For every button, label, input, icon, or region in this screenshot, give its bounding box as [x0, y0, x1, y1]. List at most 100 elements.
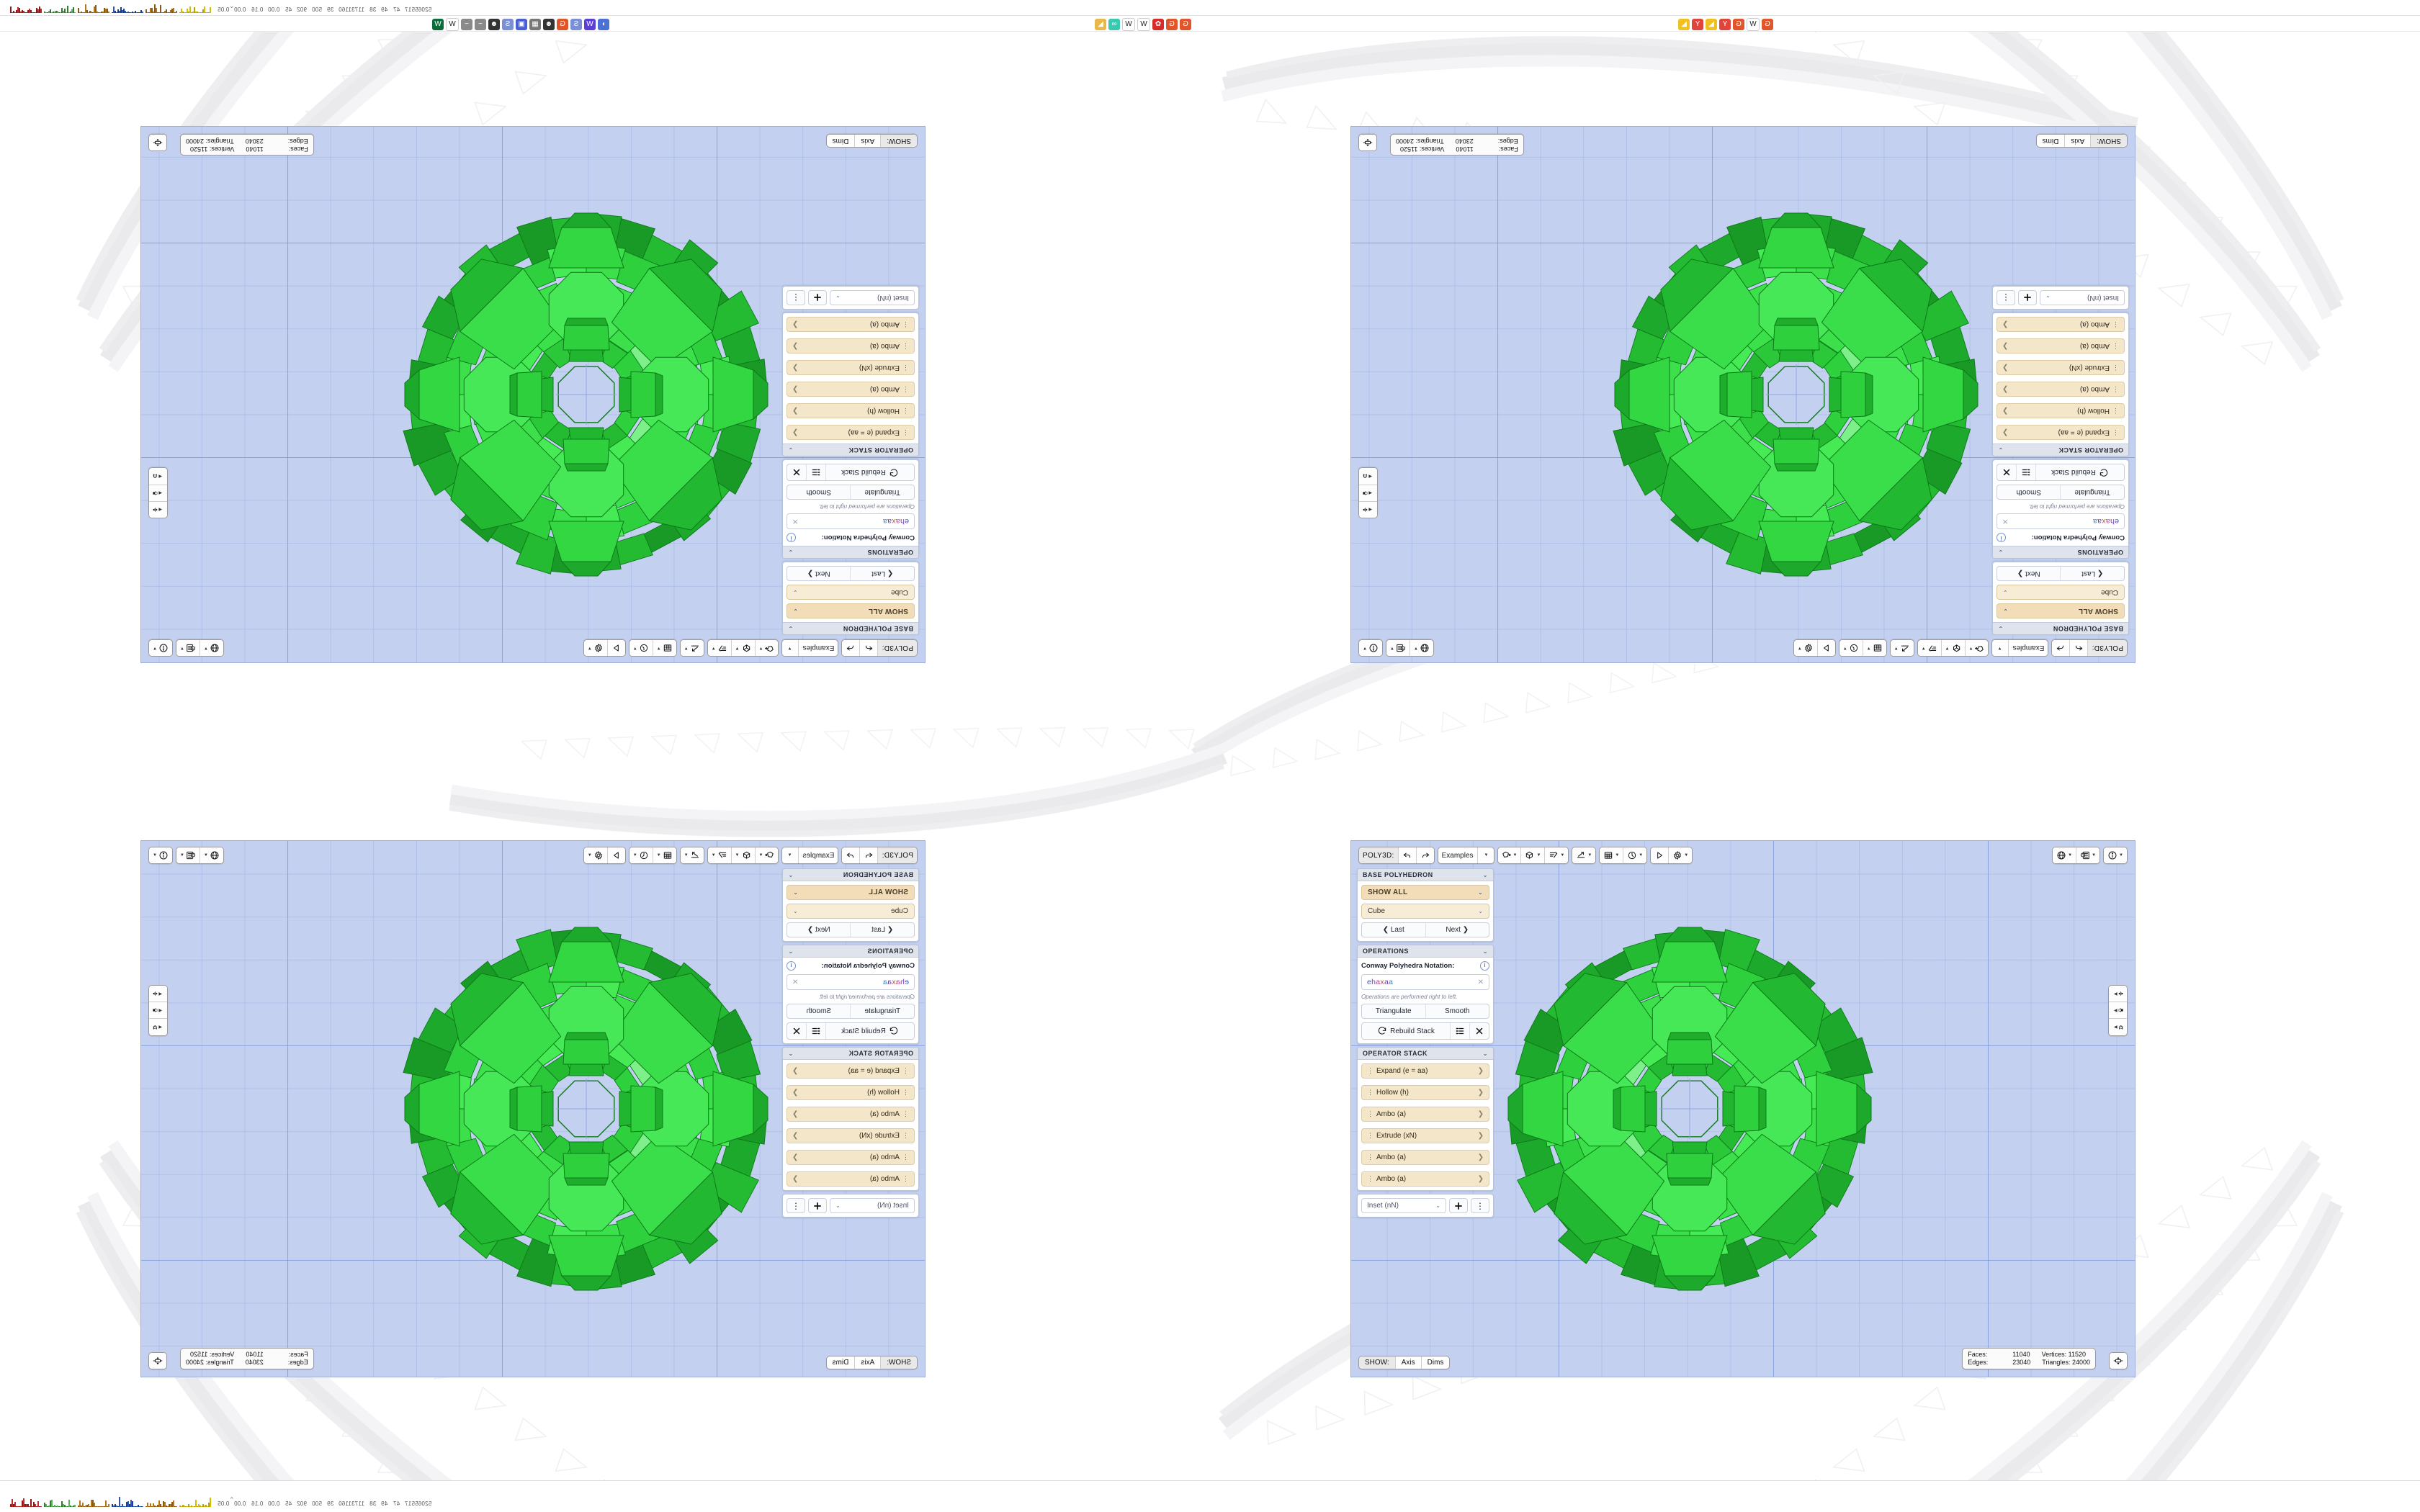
chevron-down-icon[interactable]: ▼ — [782, 847, 799, 863]
corner-tool-group[interactable]: ▼ ▼ — [1385, 639, 1434, 657]
operator-stack-item[interactable]: ⋮ Hollow (h) ❯ — [1996, 403, 2125, 418]
toolbar-group[interactable]: ▼ ▼ ▼ — [707, 847, 779, 864]
redo-icon[interactable] — [842, 847, 860, 863]
add-operator-card[interactable]: Inset (nN) ⌄ ⋮ — [1992, 286, 2129, 310]
examples-dropdown[interactable]: Examples ▼ — [781, 639, 839, 657]
plus-icon[interactable] — [808, 290, 827, 305]
last-next-group[interactable]: ❮ Last Next ❯ — [786, 566, 915, 581]
toolbar-group[interactable]: ▼ — [1650, 847, 1693, 864]
last-button[interactable]: ❮ Last — [871, 570, 894, 577]
operator-stack-item[interactable]: ⋮ Ambo (a) ❯ — [786, 1171, 915, 1187]
list-icon[interactable] — [1450, 1023, 1469, 1039]
chevron-down-icon[interactable]: ⌄ — [1482, 1050, 1488, 1057]
operator-stack-item[interactable]: ⋮ Extrude (xN) ❯ — [786, 360, 915, 375]
right-side-toolbar[interactable]: ◀ ◀ ◀ — [148, 467, 168, 518]
rebuild-group[interactable]: Rebuild Stack — [786, 464, 915, 481]
gear-icon[interactable]: ▼ — [583, 640, 607, 656]
dims-toggle[interactable]: Dims — [2042, 137, 2059, 145]
axis-toggle[interactable]: Axis — [854, 1356, 881, 1369]
chevron-right-icon[interactable]: ❯ — [792, 385, 799, 393]
eye-icon[interactable]: ◀ — [1359, 501, 1377, 518]
chevron-down-icon[interactable]: ⌄ — [788, 446, 794, 454]
app-undo-redo-group[interactable]: POLY3D: — [841, 639, 918, 657]
operator-stack-item[interactable]: ⋮ Extrude (xN) ❯ — [786, 1128, 915, 1143]
chevron-right-icon[interactable]: ❯ — [2002, 320, 2009, 328]
toolbar-group[interactable]: ▼ — [583, 639, 626, 657]
cube-export-icon[interactable]: ▼ — [730, 640, 755, 656]
clear-x-icon[interactable] — [1469, 1023, 1489, 1039]
corner-tools-right[interactable]: ▼ ▼ ▼ — [1358, 639, 1434, 657]
clear-x-icon[interactable]: ✕ — [2002, 517, 2009, 526]
show-toggle-bar[interactable]: SHOW: Axis Dims — [825, 134, 918, 148]
rebuild-stack-button[interactable]: Rebuild Stack — [1362, 1023, 1450, 1039]
redo-icon[interactable] — [842, 640, 860, 656]
chevron-right-icon[interactable]: ❯ — [792, 1153, 799, 1161]
more-vertical-icon[interactable]: ⋮ — [786, 290, 805, 305]
shape-export-icon[interactable]: ▼ — [754, 640, 779, 656]
chevron-right-icon[interactable]: ❯ — [792, 1089, 799, 1097]
taskbar-icon[interactable]: ✿ — [1152, 19, 1164, 30]
drag-handle-icon[interactable]: ⋮ — [2113, 429, 2119, 436]
clock-icon[interactable]: ▼ — [629, 640, 653, 656]
main-toolbar[interactable]: POLY3D: Examples ▼ ▼ ▼ ▼ ▼ ▼ ▼ ▼ — [1358, 847, 1693, 864]
last-next-group[interactable]: ❮ Last Next ❯ — [786, 922, 915, 937]
corner-tools-right[interactable]: ▼ ▼ ▼ — [148, 847, 224, 864]
notation-input[interactable]: ehaxaa ✕ — [786, 513, 915, 529]
fit-vertical-icon[interactable] — [2110, 1353, 2127, 1369]
clock-icon[interactable]: ▼ — [629, 847, 653, 863]
taskbar-window-list-top[interactable]: ◣ ∞ W W ✿ G G — [1095, 18, 1191, 31]
operator-stack-item[interactable]: ⋮ Ambo (a) ❯ — [1996, 382, 2125, 397]
operator-stack-item[interactable]: ⋮ Ambo (a) ❯ — [786, 317, 915, 332]
toolbar-group[interactable]: ▼ — [1793, 639, 1836, 657]
drag-handle-icon[interactable]: ⋮ — [2113, 386, 2119, 393]
clear-x-icon[interactable] — [787, 464, 807, 480]
shape-export-icon[interactable]: ▼ — [1964, 640, 1989, 656]
plus-icon[interactable] — [808, 1198, 827, 1213]
base-polyhedron-card[interactable]: BASE POLYHEDRON ⌄ SHOW ALL ⌄ Cube ⌄ ❮ Last Next… — [782, 868, 919, 942]
drag-handle-icon[interactable]: ⋮ — [903, 429, 909, 436]
calendar-clock-icon[interactable]: ▼ — [1386, 640, 1410, 656]
taskbar-icon[interactable]: ◣ — [1706, 19, 1717, 30]
app-undo-redo-group[interactable]: POLY3D: — [841, 847, 918, 864]
toolbar-group[interactable]: ▼ ▼ ▼ — [707, 639, 779, 657]
contrast-icon[interactable]: ◀ — [2109, 1002, 2127, 1019]
operator-stack-item[interactable]: ⋮ Hollow (h) ❯ — [786, 1085, 915, 1100]
globe-icon[interactable]: ▼ — [1409, 640, 1433, 656]
operator-stack-item[interactable]: ⋮ Expand (e = aa) ❯ — [1996, 425, 2125, 440]
toolbar-group[interactable]: ▼ ▼ — [628, 639, 677, 657]
examples-dropdown[interactable]: Examples ▼ — [781, 847, 839, 864]
base-polyhedron-header[interactable]: BASE POLYHEDRON ⌄ — [783, 622, 918, 634]
base-polyhedron-card[interactable]: BASE POLYHEDRON ⌄ SHOW ALL ⌄ Cube ⌄ ❮ Last Next… — [1357, 868, 1494, 942]
corner-tools-right[interactable]: ▼ ▼ ▼ — [148, 639, 224, 657]
poly3d-viewport-bottom-left[interactable]: POLY3D:Examples▼▼▼▼▼▼▼▼▼▼▼▶▶▶◀◀◀BASE POL… — [141, 841, 925, 1377]
triangulate-smooth-group[interactable]: Triangulate Smooth — [786, 1004, 915, 1019]
drag-handle-icon[interactable]: ⋮ — [2113, 408, 2119, 415]
drag-handle-icon[interactable]: ⋮ — [1367, 1110, 1373, 1117]
more-vertical-icon[interactable]: ⋮ — [786, 1198, 805, 1213]
info-icon[interactable]: i — [786, 533, 796, 542]
taskbar-icon[interactable]: W — [432, 19, 444, 30]
play-icon[interactable] — [606, 640, 625, 656]
right-side-toolbar[interactable]: ◀ ◀ ◀ — [2108, 985, 2128, 1036]
operator-stack-item[interactable]: ⋮ Ambo (a) ❯ — [786, 1107, 915, 1122]
examples-dropdown[interactable]: Examples ▼ — [1437, 847, 1494, 864]
main-toolbar[interactable]: POLY3D: Examples ▼ ▼ ▼ ▼ ▼ ▼ ▼ ▼ — [583, 639, 918, 657]
chevron-right-icon[interactable]: ❯ — [2002, 342, 2009, 350]
axis-toggle[interactable]: Axis — [854, 135, 881, 147]
undo-icon[interactable] — [859, 640, 878, 656]
fit-vertical-icon[interactable] — [1359, 135, 1376, 150]
operations-card[interactable]: OPERATIONS ⌄ Conway Polyhedra Notation: i eh… — [782, 945, 919, 1044]
operations-header[interactable]: OPERATIONS ⌄ — [783, 945, 918, 958]
drag-handle-icon[interactable]: ⋮ — [1367, 1067, 1373, 1074]
operator-stack-item[interactable]: ⋮ Hollow (h) ❯ — [786, 403, 915, 418]
chevron-down-icon[interactable]: ▼ — [1477, 847, 1494, 863]
exp-expand-icon[interactable]: ▼ — [1890, 640, 1914, 656]
last-next-group[interactable]: ❮ Last Next ❯ — [1996, 566, 2125, 581]
show-all-select[interactable]: SHOW ALL ⌄ — [1361, 885, 1489, 900]
taskbar-icon[interactable]: W — [1747, 18, 1760, 31]
gear-icon[interactable]: ▼ — [1793, 640, 1817, 656]
fit-tools[interactable] — [148, 1352, 167, 1369]
next-button[interactable]: Next ❯ — [787, 567, 851, 580]
triangulate-smooth-group[interactable]: Triangulate Smooth — [1361, 1004, 1489, 1019]
poly3d-viewport-bottom-right[interactable]: POLY3D:Examples▼▼▼▼▼▼▼▼▼▼▼▶▶▶◀◀◀BASE POL… — [1351, 841, 2135, 1377]
